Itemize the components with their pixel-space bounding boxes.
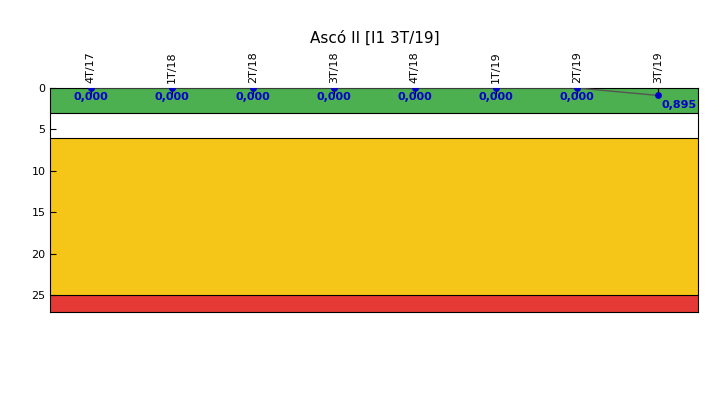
- Text: 0,000: 0,000: [317, 92, 351, 102]
- Title: Ascó II [I1 3T/19]: Ascó II [I1 3T/19]: [310, 31, 439, 46]
- Text: 0,000: 0,000: [235, 92, 270, 102]
- Point: [328, 85, 340, 91]
- Point: [490, 85, 502, 91]
- Text: 0,895: 0,895: [662, 100, 697, 110]
- Text: 0,000: 0,000: [155, 92, 189, 102]
- Text: 0,000: 0,000: [479, 92, 513, 102]
- Bar: [50, 138, 698, 296]
- Point: [247, 85, 258, 91]
- Text: 0,000: 0,000: [559, 92, 594, 102]
- Point: [571, 85, 582, 91]
- Point: [652, 92, 664, 99]
- Text: 0,000: 0,000: [397, 92, 432, 102]
- Point: [85, 85, 96, 91]
- Point: [166, 85, 178, 91]
- Bar: [50, 296, 698, 312]
- Text: 0,000: 0,000: [73, 92, 108, 102]
- Point: [409, 85, 420, 91]
- Bar: [50, 113, 698, 138]
- Bar: [50, 88, 698, 113]
